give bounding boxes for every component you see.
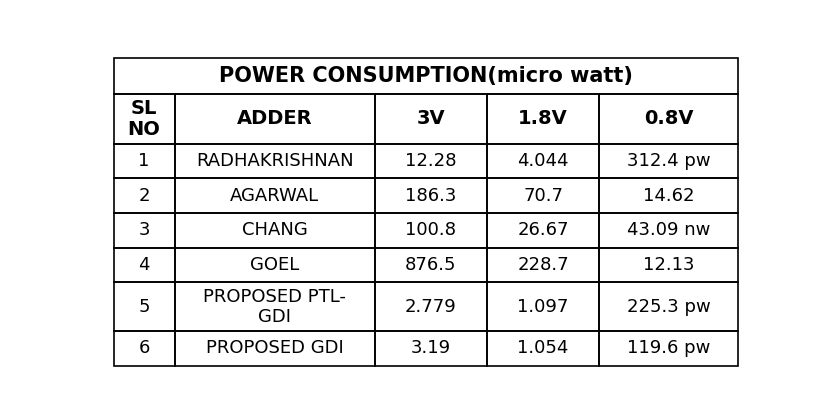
Bar	[114, 331, 175, 366]
Text: 2: 2	[138, 186, 150, 205]
Bar	[599, 331, 738, 366]
Text: PROPOSED PTL-
GDI: PROPOSED PTL- GDI	[204, 288, 347, 326]
Bar	[175, 248, 375, 282]
Bar	[175, 144, 375, 178]
Bar	[487, 282, 599, 331]
Bar	[375, 331, 487, 366]
Text: 312.4 pw: 312.4 pw	[627, 152, 711, 170]
Bar	[114, 94, 175, 144]
Text: POWER CONSUMPTION(micro watt): POWER CONSUMPTION(micro watt)	[219, 66, 633, 86]
Bar	[114, 178, 175, 213]
Bar	[375, 144, 487, 178]
Text: GOEL: GOEL	[250, 256, 299, 274]
Bar	[375, 178, 487, 213]
Text: 1.054: 1.054	[518, 339, 568, 357]
Bar	[114, 248, 175, 282]
Text: CHANG: CHANG	[242, 221, 307, 239]
Bar	[375, 248, 487, 282]
Text: 3.19: 3.19	[411, 339, 451, 357]
Bar	[487, 178, 599, 213]
Bar	[175, 282, 375, 331]
Text: 119.6 pw: 119.6 pw	[627, 339, 711, 357]
Bar	[487, 213, 599, 248]
Bar	[599, 178, 738, 213]
Text: 1: 1	[139, 152, 150, 170]
Bar	[487, 248, 599, 282]
Text: 4.044: 4.044	[517, 152, 568, 170]
Bar	[375, 282, 487, 331]
Bar	[175, 94, 375, 144]
Text: 12.28: 12.28	[406, 152, 457, 170]
Bar	[375, 213, 487, 248]
Text: 1.097: 1.097	[518, 298, 568, 316]
Bar	[599, 248, 738, 282]
Text: AGARWAL: AGARWAL	[230, 186, 319, 205]
Bar	[599, 94, 738, 144]
Bar	[175, 178, 375, 213]
Text: 3: 3	[138, 221, 150, 239]
Text: 12.13: 12.13	[643, 256, 695, 274]
Text: 0.8V: 0.8V	[644, 109, 693, 129]
Bar	[375, 94, 487, 144]
Bar	[114, 282, 175, 331]
Text: 2.779: 2.779	[405, 298, 457, 316]
Bar	[114, 58, 738, 94]
Bar	[114, 144, 175, 178]
Text: 186.3: 186.3	[406, 186, 457, 205]
Bar	[487, 331, 599, 366]
Text: 26.67: 26.67	[517, 221, 568, 239]
Bar	[487, 144, 599, 178]
Bar	[599, 144, 738, 178]
Text: 4: 4	[138, 256, 150, 274]
Text: 100.8: 100.8	[406, 221, 456, 239]
Text: 70.7: 70.7	[523, 186, 563, 205]
Text: 3V: 3V	[416, 109, 445, 129]
Text: 876.5: 876.5	[406, 256, 457, 274]
Text: 14.62: 14.62	[643, 186, 695, 205]
Text: 225.3 pw: 225.3 pw	[627, 298, 711, 316]
Text: ADDER: ADDER	[237, 109, 312, 129]
Text: 5: 5	[138, 298, 150, 316]
Text: RADHAKRISHNAN: RADHAKRISHNAN	[196, 152, 354, 170]
Text: SL
NO: SL NO	[128, 99, 160, 139]
Bar	[114, 213, 175, 248]
Bar	[175, 331, 375, 366]
Bar	[175, 213, 375, 248]
Text: 1.8V: 1.8V	[519, 109, 568, 129]
Bar	[487, 94, 599, 144]
Text: 6: 6	[139, 339, 150, 357]
Text: 228.7: 228.7	[517, 256, 569, 274]
Text: PROPOSED GDI: PROPOSED GDI	[206, 339, 344, 357]
Text: 43.09 nw: 43.09 nw	[627, 221, 711, 239]
Bar	[599, 213, 738, 248]
Bar	[599, 282, 738, 331]
